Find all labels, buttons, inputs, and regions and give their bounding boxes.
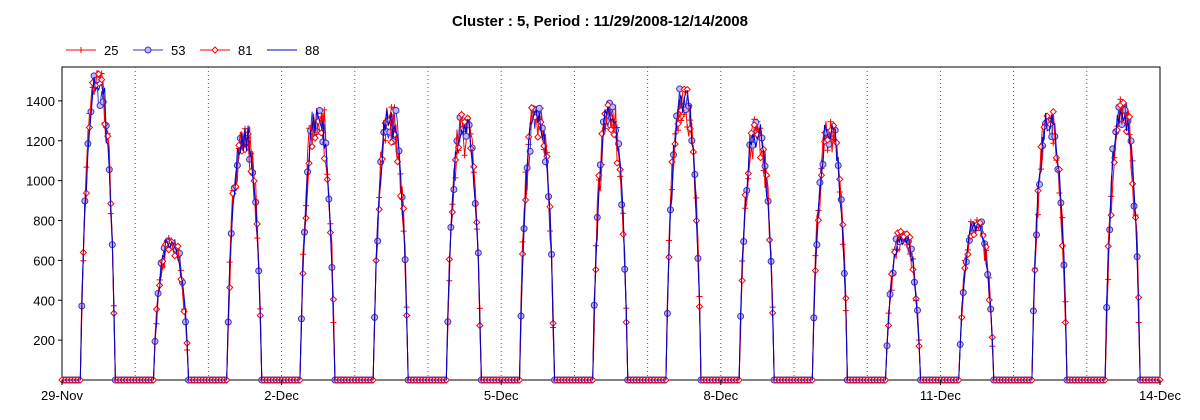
data-point — [392, 107, 400, 115]
x-tick-label: 29-Nov — [41, 388, 83, 403]
data-point — [1052, 153, 1061, 162]
data-point — [686, 125, 695, 133]
data-point — [909, 265, 917, 274]
y-tick-label: 800 — [33, 214, 55, 229]
data-point — [527, 104, 536, 112]
x-tick-label: 8-Dec — [703, 388, 738, 403]
x-tick-label: 14-Dec — [1139, 388, 1181, 403]
legend-marker — [211, 46, 219, 54]
y-tick-label: 200 — [33, 333, 55, 348]
data-point — [535, 104, 543, 112]
data-point — [470, 163, 478, 171]
y-tick-label: 600 — [33, 253, 55, 268]
data-point — [616, 165, 624, 174]
data-point — [613, 159, 621, 167]
data-point — [100, 120, 109, 128]
data-point — [329, 295, 338, 304]
data-point — [607, 126, 615, 134]
data-point — [94, 70, 103, 78]
series-line-88 — [62, 77, 1160, 381]
y-tick-label: 400 — [33, 293, 55, 308]
data-point — [232, 182, 240, 191]
legend-item-81: 81 — [200, 43, 252, 58]
x-tick-label: 5-Dec — [484, 388, 519, 403]
data-point — [914, 306, 922, 314]
data-point — [985, 296, 993, 304]
data-point — [158, 257, 167, 266]
data-point — [375, 205, 383, 214]
data-point — [816, 179, 824, 187]
data-point — [756, 153, 765, 162]
data-point — [387, 138, 396, 147]
x-tick-label: 2-Dec — [264, 388, 299, 403]
data-point — [970, 231, 978, 239]
data-point — [1113, 126, 1122, 134]
data-point — [457, 110, 466, 119]
legend-label: 53 — [171, 43, 185, 58]
data-point — [461, 152, 468, 159]
data-point — [534, 133, 542, 141]
data-point — [964, 250, 972, 259]
data-point — [814, 216, 823, 224]
data-point — [311, 134, 319, 142]
chart-title: Cluster : 5, Period : 11/29/2008-12/14/2… — [452, 13, 748, 30]
x-tick-label: 11-Dec — [920, 388, 961, 403]
x-axis: 29-Nov 2-Dec 5-Dec 8-Dec 11-Dec 14-Dec — [41, 380, 1181, 403]
data-point — [1104, 242, 1112, 251]
data-point — [592, 242, 599, 249]
data-point — [396, 192, 405, 200]
y-axis: 200 400 600 800 1000 1200 1400 — [26, 94, 62, 348]
data-point — [678, 117, 685, 124]
data-point — [462, 132, 470, 140]
data-point — [824, 147, 831, 154]
grid — [134, 67, 1088, 380]
data-point — [897, 227, 905, 236]
data-point — [1036, 180, 1044, 188]
data-point — [467, 130, 474, 137]
series-88 — [62, 77, 1160, 381]
data-point — [226, 283, 234, 292]
data-point — [460, 118, 469, 126]
data-point — [836, 175, 844, 183]
data-point — [165, 245, 173, 254]
data-point — [1040, 123, 1048, 131]
data-point — [448, 208, 457, 216]
y-tick-label: 1200 — [26, 134, 55, 149]
data-point — [832, 139, 841, 147]
legend-label: 25 — [104, 43, 118, 58]
data-point — [83, 164, 90, 171]
y-tick-label: 1400 — [26, 94, 55, 109]
legend-item-25: 25 — [66, 43, 118, 58]
legend-item-53: 53 — [133, 43, 185, 58]
data-point — [1125, 113, 1134, 121]
legend-label: 88 — [305, 43, 319, 58]
legend-marker — [78, 47, 84, 53]
data-point — [894, 246, 901, 253]
legend-item-88: 88 — [267, 43, 319, 58]
data-point — [174, 242, 182, 250]
data-point — [1105, 276, 1112, 283]
data-point — [827, 118, 834, 125]
data-point — [454, 143, 463, 152]
data-point — [619, 230, 627, 238]
data-point — [1035, 211, 1041, 218]
data-point — [374, 237, 382, 245]
data-point — [1119, 99, 1128, 107]
data-point — [177, 275, 185, 283]
legend-label: 81 — [238, 43, 252, 58]
data-point — [1049, 107, 1057, 116]
legend-marker — [144, 46, 152, 54]
data-point — [1056, 189, 1063, 196]
data-point — [839, 221, 847, 229]
data-point — [97, 75, 106, 84]
data-point — [823, 136, 832, 144]
series-layer — [58, 70, 1164, 384]
data-point — [750, 121, 759, 129]
legend: 25 53 81 88 — [66, 43, 319, 58]
y-tick-label: 1000 — [26, 174, 55, 189]
